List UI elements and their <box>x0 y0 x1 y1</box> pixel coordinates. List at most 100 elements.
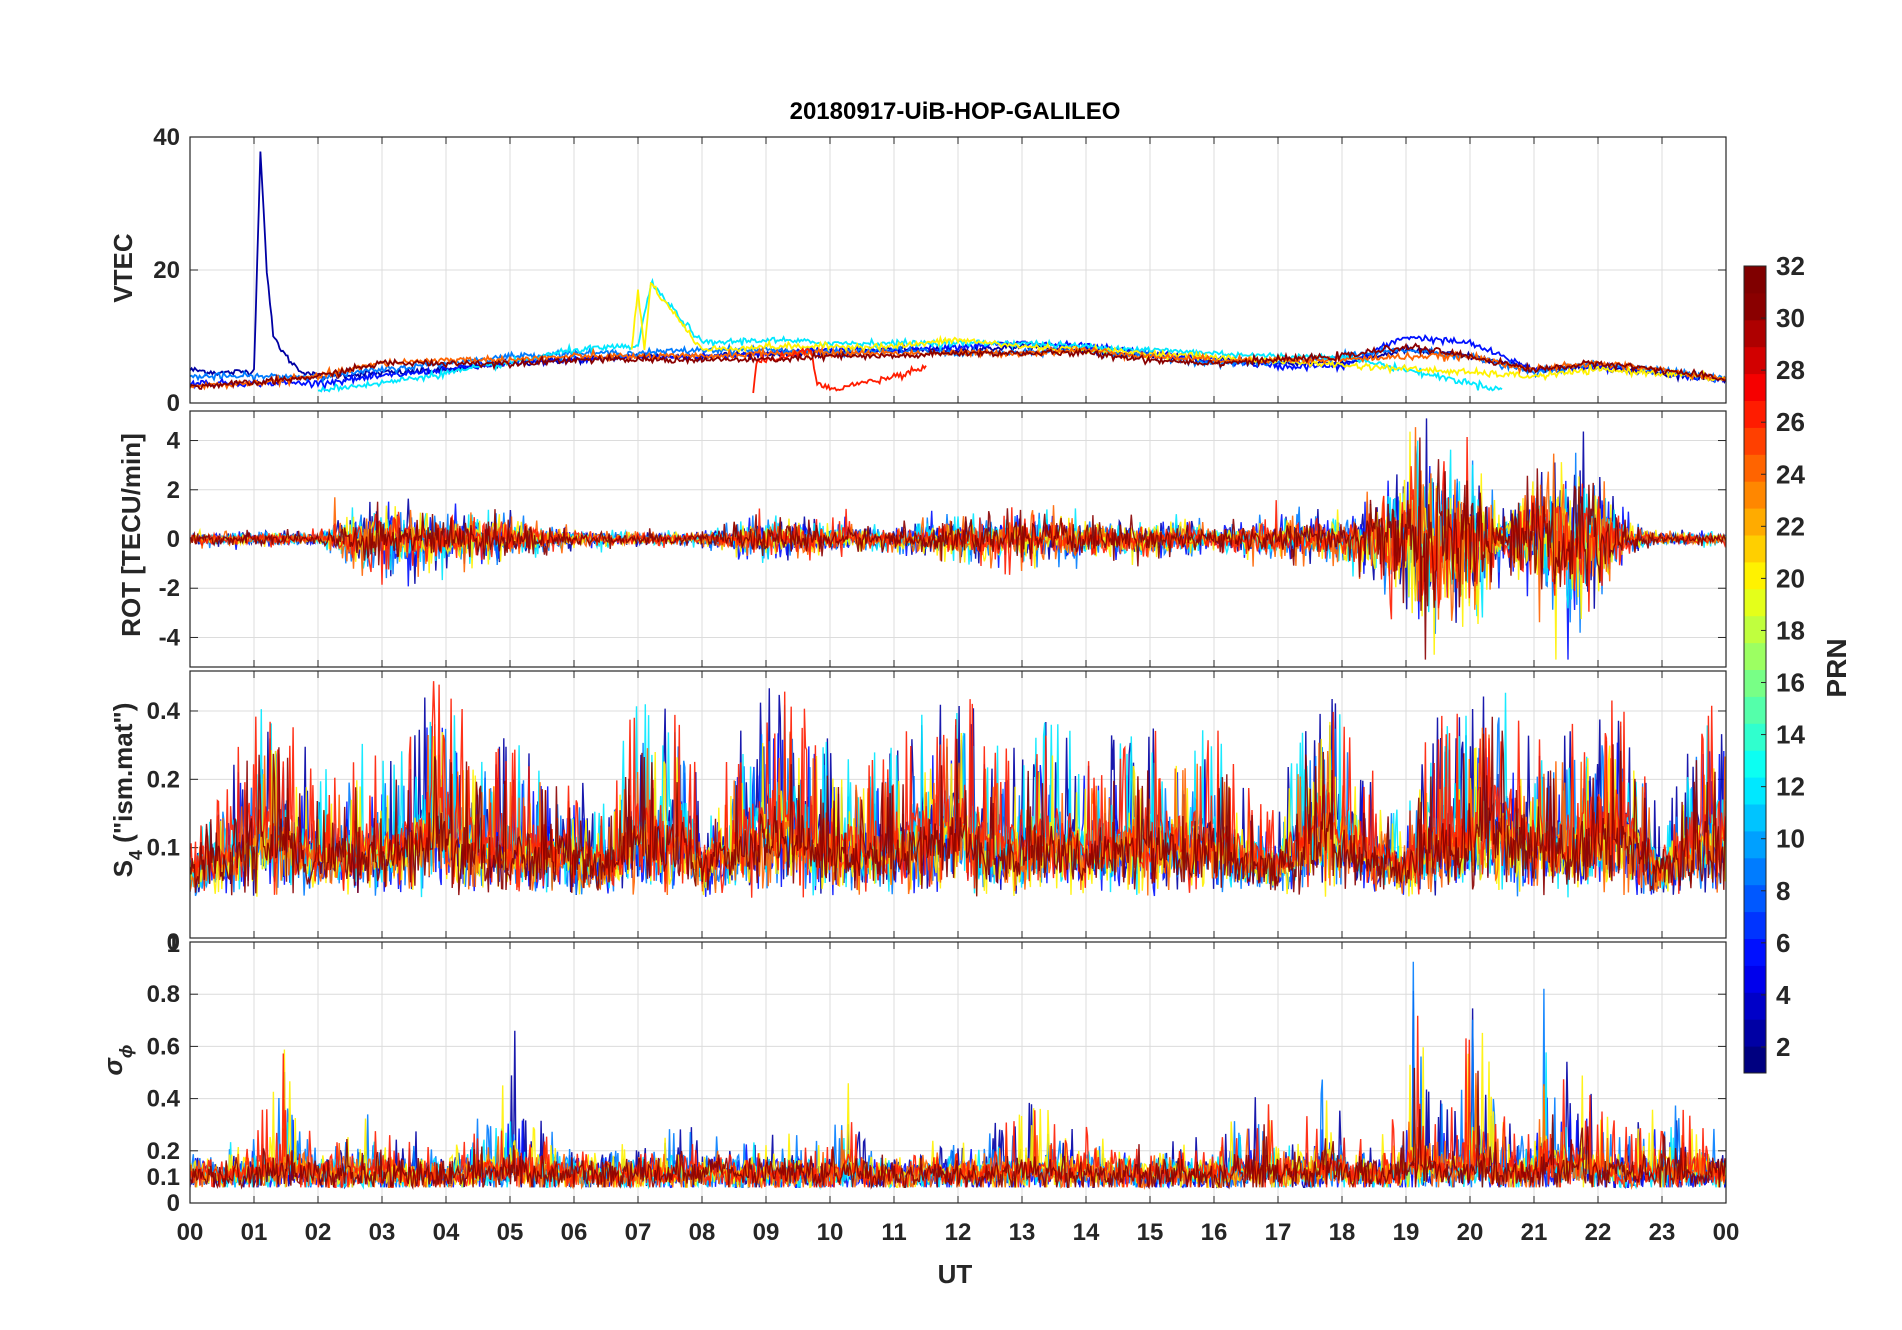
series-line-prn-20 <box>630 281 1726 382</box>
series-group <box>190 418 1726 660</box>
colorbar-segment <box>1744 427 1766 455</box>
colorbar-segment <box>1744 642 1766 670</box>
y-tick-label: 0.6 <box>147 1033 180 1060</box>
plot-frame <box>189 410 1727 668</box>
x-tick-label: 06 <box>561 1219 588 1246</box>
colorbar-segment <box>1744 965 1766 993</box>
x-tick-label: 21 <box>1521 1219 1548 1246</box>
colorbar-segment <box>1744 535 1766 563</box>
colorbar-tick-label: 8 <box>1776 876 1790 906</box>
colorbar-tick-label: 18 <box>1776 615 1805 645</box>
colorbar-tick-label: 24 <box>1776 459 1805 489</box>
x-tick-label: 09 <box>753 1219 780 1246</box>
x-tick-label: 14 <box>1073 1219 1100 1246</box>
y-tick-label: 0.4 <box>147 698 181 725</box>
colorbar-frame <box>1743 265 1767 1074</box>
plot-frame <box>189 941 1727 1204</box>
series-line-prn-31 <box>190 716 1726 897</box>
series-line-prn-31 <box>190 437 1726 660</box>
colorbar-segment <box>1744 777 1766 805</box>
x-tick-label: 23 <box>1649 1219 1676 1246</box>
x-tick-label: 03 <box>369 1219 396 1246</box>
colorbar-label: PRN <box>1821 638 1852 697</box>
series-line-prn-5 <box>190 334 1726 393</box>
y-tick-label: -2 <box>159 575 180 602</box>
y-tick-label: 40 <box>153 124 180 151</box>
colorbar-segment <box>1744 373 1766 401</box>
x-tick-label: 13 <box>1009 1219 1036 1246</box>
colorbar-tick-label: 12 <box>1776 772 1805 802</box>
series-line-prn-27 <box>752 347 927 394</box>
colorbar-segment <box>1744 615 1766 644</box>
panel-vtec: 0 20 40 <box>153 124 1727 417</box>
x-tick-label: 16 <box>1201 1219 1228 1246</box>
y-tick-label-s4-bottom: 0 <box>167 929 180 956</box>
plot-frame <box>189 136 1727 404</box>
xlabel-ut: UT <box>938 1259 973 1289</box>
y-tick-label: 0.2 <box>147 1138 180 1165</box>
colorbar-segment <box>1744 454 1766 482</box>
colorbar-tick-label: 10 <box>1776 824 1805 854</box>
colorbar-segment <box>1744 1046 1766 1074</box>
colorbar-segment <box>1744 346 1766 375</box>
x-tick-label: 20 <box>1457 1219 1484 1246</box>
ylabel-vtec: VTEC <box>108 233 138 303</box>
colorbar-tick-label: 30 <box>1776 303 1805 333</box>
colorbar-segment <box>1744 992 1766 1020</box>
x-tick-label: 07 <box>625 1219 652 1246</box>
y-tick-label: 0 <box>167 526 180 553</box>
colorbar-tick-label: 32 <box>1776 251 1805 281</box>
series-line-prn-24 <box>190 427 1726 623</box>
colorbar-segment <box>1744 857 1766 886</box>
y-tick-label: 0 <box>167 390 180 417</box>
x-tick-label: 17 <box>1265 1219 1292 1246</box>
colorbar-segment <box>1744 292 1766 321</box>
colorbar-tick-label: 4 <box>1776 980 1791 1010</box>
colorbar-tick-label: 28 <box>1776 355 1805 385</box>
colorbar-segment <box>1744 561 1766 590</box>
colorbar-segment <box>1744 669 1766 697</box>
series-group <box>190 961 1726 1191</box>
colorbar-segment <box>1744 588 1766 617</box>
ylabel-sigma-phi: σϕ <box>98 1045 136 1076</box>
panel-s4: 0.1 0.2 0.4 <box>147 670 1727 939</box>
ylabel-s4: S4 ("ism.mat") <box>108 703 146 878</box>
x-tick-label: 15 <box>1137 1219 1164 1246</box>
colorbar-segment <box>1744 938 1766 966</box>
colorbar-segment <box>1744 266 1766 294</box>
colorbar-segment <box>1744 508 1766 536</box>
colorbar-segment <box>1744 884 1766 913</box>
y-tick-label-top: 1 <box>167 931 180 958</box>
y-tick-label: 4 <box>167 428 181 455</box>
colorbar-segment <box>1744 750 1766 778</box>
colorbar-tick-label: 2 <box>1776 1032 1790 1062</box>
x-tick-label: 12 <box>945 1219 972 1246</box>
y-tick-label: -4 <box>159 624 181 651</box>
colorbar-segment <box>1744 1019 1766 1047</box>
x-tick-label: 00 <box>1713 1219 1740 1246</box>
colorbar-tick-label: 14 <box>1776 720 1805 750</box>
series-group <box>190 151 1726 394</box>
colorbar-tick-label: 16 <box>1776 668 1805 698</box>
colorbar-tick-label: 20 <box>1776 563 1805 593</box>
series-group <box>190 681 1726 898</box>
plot-frame <box>189 670 1727 939</box>
chart-title: 20180917-UiB-HOP-GALILEO <box>790 98 1121 125</box>
colorbar-segment <box>1744 481 1766 509</box>
y-tick-label: 2 <box>167 477 180 504</box>
colorbar-segment <box>1744 319 1766 348</box>
colorbar-tick-label: 26 <box>1776 407 1805 437</box>
x-tick-label: 01 <box>241 1219 268 1246</box>
y-tick-label: 20 <box>153 257 180 284</box>
x-tick-labels: 00 01 02 03 04 05 06 07 08 09 10 11 12 13 14 15 16 17 18 19… <box>177 1219 1740 1246</box>
colorbar-tick-label: 6 <box>1776 928 1790 958</box>
x-tick-label: 19 <box>1393 1219 1420 1246</box>
colorbar-segment <box>1744 723 1766 751</box>
x-tick-label: 18 <box>1329 1219 1356 1246</box>
colorbar-segment <box>1744 830 1766 859</box>
y-tick-label: 0.1 <box>147 835 180 862</box>
x-tick-label: 05 <box>497 1219 524 1246</box>
colorbar-tick-label: 22 <box>1776 511 1805 541</box>
